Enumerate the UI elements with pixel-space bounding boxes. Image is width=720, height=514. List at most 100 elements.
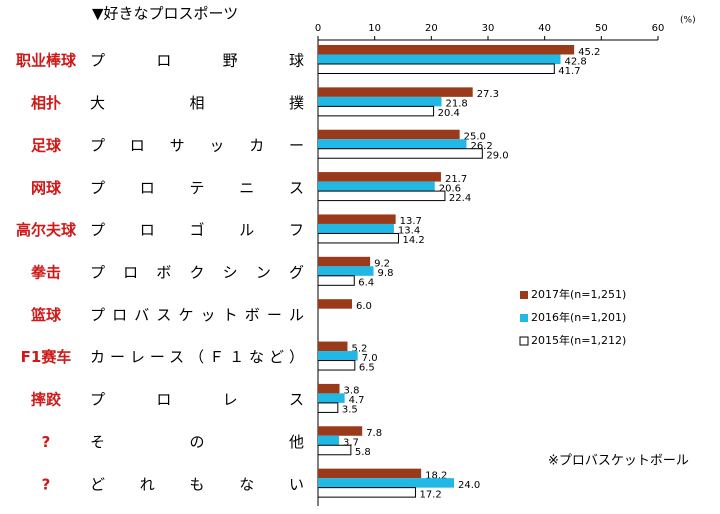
value-label: 6.5 xyxy=(359,362,375,373)
value-label: 21.8 xyxy=(446,99,468,110)
value-label: 25.0 xyxy=(464,131,486,142)
y-tick-label: 大相撲 xyxy=(90,94,304,112)
value-label: 5.2 xyxy=(351,343,367,354)
footnote: ※プロバスケットボール xyxy=(548,454,689,469)
value-label: 4.7 xyxy=(349,395,365,406)
y-tick-label: プロバスケットボール xyxy=(90,306,304,324)
legend-label: 2016年(n=1,201) xyxy=(531,310,626,324)
legend-swatch xyxy=(520,314,528,322)
value-label: 3.8 xyxy=(344,386,360,397)
bar xyxy=(318,266,374,276)
y-tick-label: プロゴルフ xyxy=(90,221,304,239)
x-tick-label: 50 xyxy=(595,23,608,34)
value-label: 13.7 xyxy=(400,216,422,227)
bar xyxy=(317,275,355,286)
value-label: 20.4 xyxy=(438,108,460,119)
bar xyxy=(318,468,422,479)
x-tick-label: 10 xyxy=(368,23,381,34)
bar xyxy=(317,190,446,202)
legend-label: 2015年(n=1,212) xyxy=(531,333,626,347)
bar xyxy=(318,172,441,182)
category-note: 高尔夫球 xyxy=(16,221,77,239)
bar xyxy=(318,299,352,309)
y-tick-label: どれもない xyxy=(90,475,304,493)
value-label: 24.0 xyxy=(458,480,480,491)
bar xyxy=(317,232,399,244)
bar xyxy=(318,393,345,403)
bar xyxy=(317,148,483,159)
chart-title: ▼好きなプロスポーツ xyxy=(92,5,238,23)
bar xyxy=(317,444,352,456)
bar xyxy=(317,360,356,371)
legend-swatch xyxy=(519,336,529,346)
category-note: 篮球 xyxy=(30,306,62,324)
value-label: 41.7 xyxy=(558,66,580,77)
legend-swatch xyxy=(520,291,528,299)
category-note: ? xyxy=(42,433,51,451)
y-tick-label: プロサッカー xyxy=(90,136,304,154)
category-note: 网球 xyxy=(31,179,62,197)
value-label: 9.8 xyxy=(378,268,394,279)
value-label: 6.4 xyxy=(358,278,374,289)
bar xyxy=(318,341,348,352)
bar xyxy=(317,487,416,498)
value-label: 5.8 xyxy=(355,447,371,458)
y-tick-label: プロボクシング xyxy=(90,264,304,282)
bar xyxy=(318,478,454,488)
value-label: 27.3 xyxy=(477,89,499,100)
category-note: F1赛车 xyxy=(21,348,72,366)
value-label: 29.0 xyxy=(486,150,508,161)
bar xyxy=(317,63,555,74)
value-label: 26.2 xyxy=(470,141,492,152)
value-label: 14.2 xyxy=(402,235,424,246)
bar xyxy=(318,181,435,192)
value-label: 17.2 xyxy=(419,489,441,500)
value-label: 42.8 xyxy=(565,56,587,67)
bar xyxy=(318,351,358,361)
x-tick-label: 20 xyxy=(425,23,438,34)
value-label: 9.2 xyxy=(374,259,390,270)
value-label: 7.0 xyxy=(362,353,378,364)
bar xyxy=(318,129,460,140)
y-tick-label: カーレース（Ｆ１など） xyxy=(90,348,304,366)
category-note: 职业棒球 xyxy=(16,52,77,70)
x-tick-label: 40 xyxy=(538,23,551,34)
unit-label: (%) xyxy=(680,16,696,26)
value-label: 22.4 xyxy=(449,193,471,204)
value-label: 21.7 xyxy=(445,174,467,185)
category-note: 足球 xyxy=(31,136,62,154)
value-label: 7.8 xyxy=(366,428,382,439)
value-label: 13.4 xyxy=(398,226,420,237)
y-tick-label: プロテニス xyxy=(90,179,304,197)
x-tick-label: 0 xyxy=(315,23,321,34)
value-label: 20.6 xyxy=(439,183,461,194)
bar xyxy=(318,139,467,149)
bar xyxy=(318,214,396,224)
category-note: 拳击 xyxy=(30,264,61,282)
bar xyxy=(318,96,442,107)
y-tick-label: プロ野球 xyxy=(90,52,304,70)
bar xyxy=(318,435,339,446)
bar xyxy=(318,45,575,55)
bar xyxy=(318,54,561,64)
category-note: ? xyxy=(42,475,51,493)
value-label: 6.0 xyxy=(356,301,372,312)
category-note: 相扑 xyxy=(31,94,61,112)
bar xyxy=(318,426,363,436)
bar xyxy=(318,256,371,267)
x-tick-label: 60 xyxy=(652,23,665,34)
value-label: 45.2 xyxy=(578,47,600,58)
value-label: 3.7 xyxy=(343,438,359,449)
category-note: 摔跤 xyxy=(31,391,61,409)
legend-label: 2017年(n=1,251) xyxy=(531,287,626,301)
value-label: 18.2 xyxy=(425,470,447,481)
y-tick-label: プロレス xyxy=(90,391,304,409)
bar xyxy=(318,223,394,234)
bar xyxy=(318,383,340,394)
bar xyxy=(317,402,339,413)
y-tick-label: その他 xyxy=(90,433,304,451)
x-tick-label: 30 xyxy=(482,23,495,34)
bar xyxy=(317,105,435,117)
bar xyxy=(318,87,473,97)
